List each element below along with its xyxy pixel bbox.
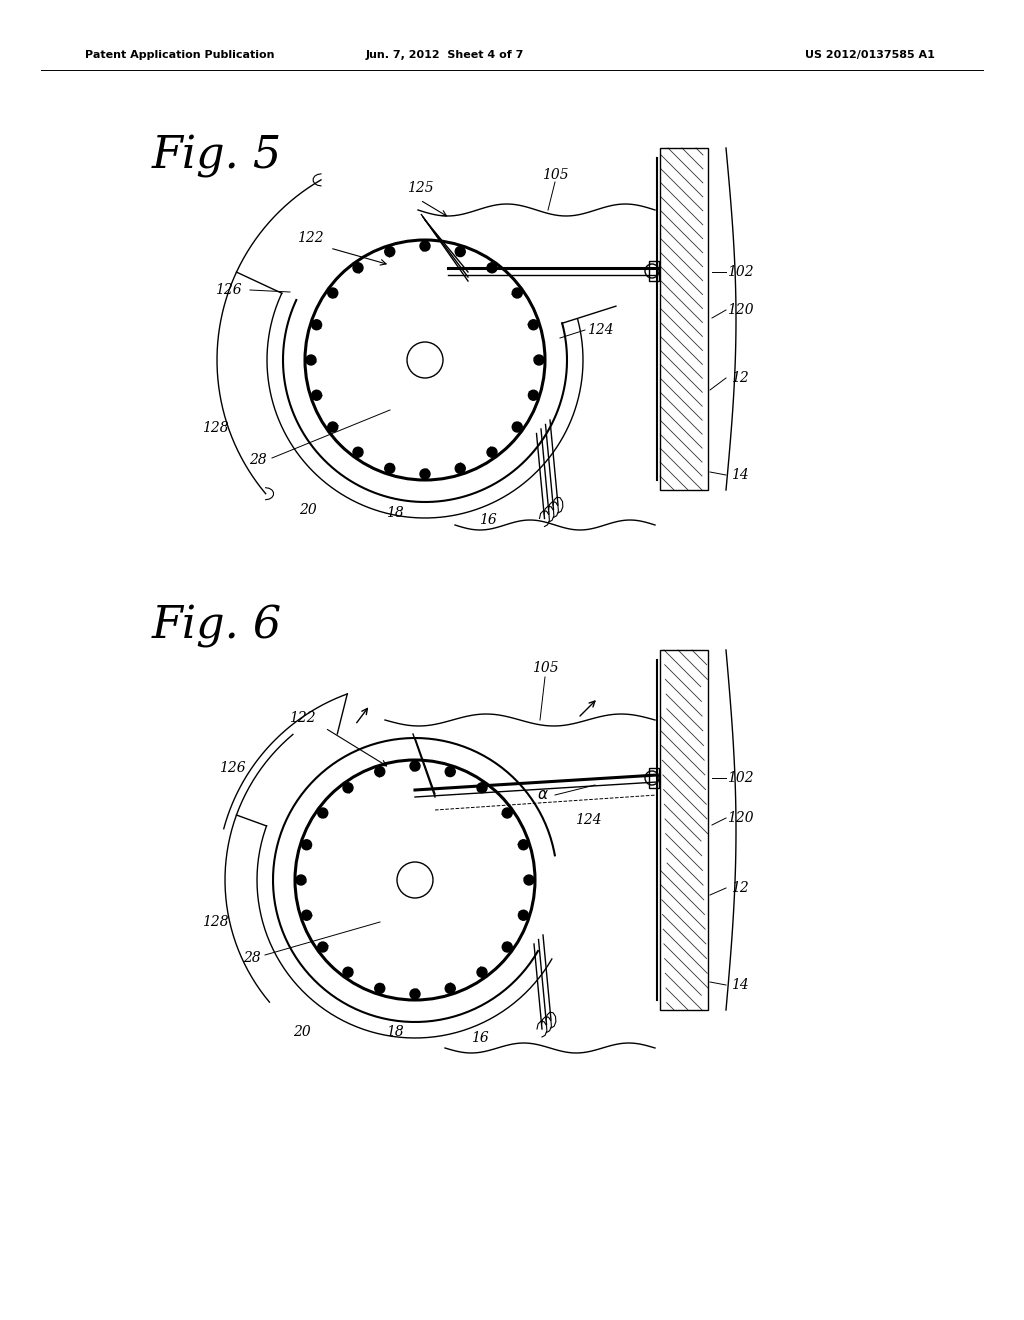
Text: 20: 20	[293, 1026, 311, 1039]
Circle shape	[420, 469, 430, 479]
Bar	[660, 148, 708, 490]
Circle shape	[306, 355, 316, 366]
Circle shape	[487, 263, 497, 273]
Circle shape	[343, 968, 353, 977]
Circle shape	[385, 463, 395, 474]
Circle shape	[456, 247, 465, 256]
Circle shape	[311, 391, 322, 400]
Circle shape	[317, 942, 328, 952]
Circle shape	[477, 783, 487, 793]
Circle shape	[534, 355, 544, 366]
Text: 128: 128	[202, 421, 228, 436]
Text: 18: 18	[386, 1026, 403, 1039]
Circle shape	[328, 288, 338, 298]
Circle shape	[317, 808, 328, 818]
Text: 126: 126	[215, 282, 242, 297]
Text: Fig. 5: Fig. 5	[152, 135, 283, 178]
Text: 124: 124	[574, 813, 601, 828]
Text: 120: 120	[727, 810, 754, 825]
Circle shape	[311, 319, 322, 330]
Circle shape	[375, 767, 385, 776]
Circle shape	[302, 911, 311, 920]
Circle shape	[353, 447, 362, 457]
Text: 105: 105	[542, 168, 568, 182]
Text: 102: 102	[727, 771, 754, 785]
Text: $\alpha$: $\alpha$	[537, 788, 549, 803]
Circle shape	[410, 762, 420, 771]
Circle shape	[524, 875, 534, 884]
Text: 16: 16	[479, 513, 497, 527]
Text: 28: 28	[249, 453, 267, 467]
Bar	[649, 261, 659, 281]
Circle shape	[528, 319, 539, 330]
Circle shape	[385, 247, 395, 256]
Text: 28: 28	[243, 950, 261, 965]
Bar	[649, 768, 659, 788]
Text: 122: 122	[297, 231, 324, 246]
Text: Fig. 6: Fig. 6	[152, 605, 283, 648]
Text: Patent Application Publication: Patent Application Publication	[85, 50, 274, 59]
Circle shape	[328, 422, 338, 432]
Circle shape	[410, 989, 420, 999]
Circle shape	[518, 840, 528, 850]
Circle shape	[512, 288, 522, 298]
Circle shape	[375, 983, 385, 994]
Text: 12: 12	[731, 880, 749, 895]
Circle shape	[528, 391, 539, 400]
Bar	[660, 649, 708, 1010]
Circle shape	[456, 463, 465, 474]
Text: 16: 16	[471, 1031, 488, 1045]
Circle shape	[445, 983, 456, 994]
Text: 14: 14	[731, 978, 749, 993]
Text: 128: 128	[202, 915, 228, 929]
Text: 20: 20	[299, 503, 316, 517]
Circle shape	[353, 263, 362, 273]
Text: 105: 105	[531, 661, 558, 675]
Text: 124: 124	[587, 323, 613, 337]
Text: Jun. 7, 2012  Sheet 4 of 7: Jun. 7, 2012 Sheet 4 of 7	[366, 50, 524, 59]
Text: 125: 125	[407, 181, 433, 195]
Text: 14: 14	[731, 469, 749, 482]
Text: 120: 120	[727, 304, 754, 317]
Text: 102: 102	[727, 265, 754, 279]
Circle shape	[502, 942, 512, 952]
Circle shape	[445, 767, 456, 776]
Circle shape	[302, 840, 311, 850]
Text: 126: 126	[219, 762, 246, 775]
Text: US 2012/0137585 A1: US 2012/0137585 A1	[805, 50, 935, 59]
Text: 122: 122	[289, 711, 315, 725]
Circle shape	[512, 422, 522, 432]
Circle shape	[420, 242, 430, 251]
Circle shape	[502, 808, 512, 818]
Circle shape	[487, 447, 497, 457]
Circle shape	[343, 783, 353, 793]
Circle shape	[477, 968, 487, 977]
Text: 12: 12	[731, 371, 749, 385]
Circle shape	[518, 911, 528, 920]
Circle shape	[296, 875, 306, 884]
Text: 18: 18	[386, 506, 403, 520]
